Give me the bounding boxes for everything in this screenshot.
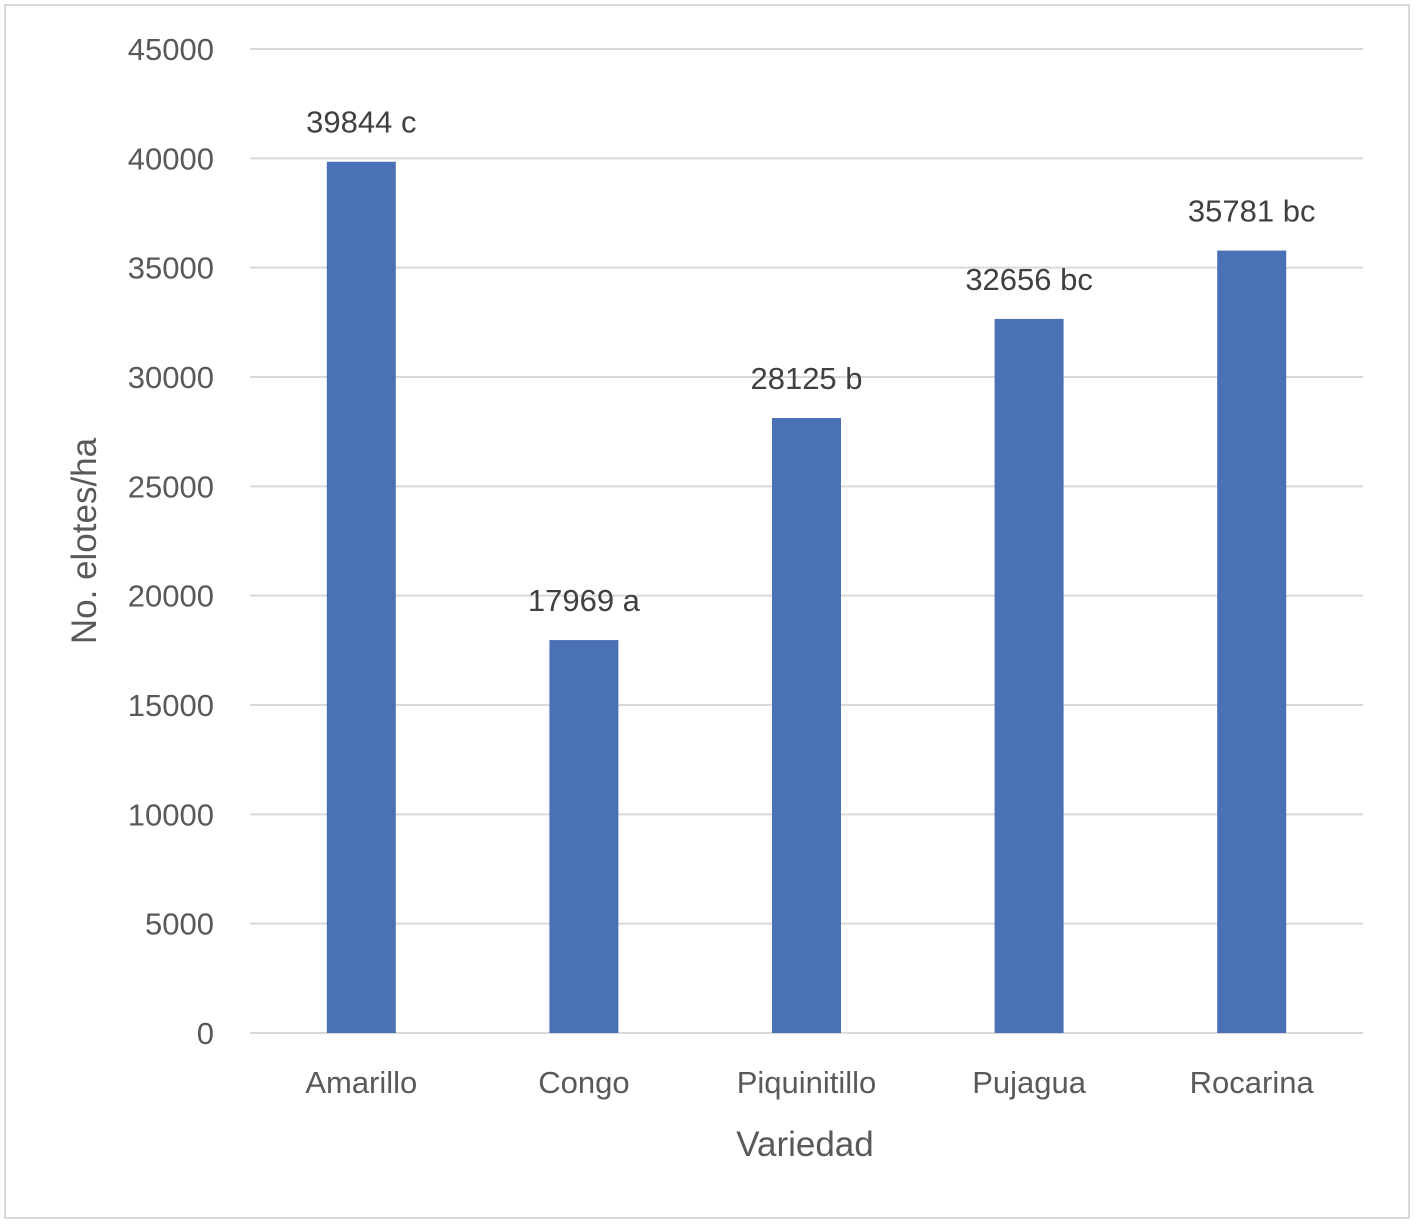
bar-amarillo	[326, 161, 396, 1034]
x-category-label: Piquinitillo	[737, 1065, 877, 1100]
y-tick-label: 5000	[145, 907, 214, 942]
data-label: 28125 b	[750, 361, 862, 396]
x-category-label: Amarillo	[305, 1065, 417, 1100]
y-axis-title: No. elotes/ha	[65, 437, 104, 644]
y-tick-label: 40000	[128, 141, 214, 176]
y-tick-label: 15000	[128, 688, 214, 723]
x-category-label: Pujagua	[972, 1065, 1087, 1100]
x-category-label: Rocarina	[1190, 1065, 1315, 1100]
y-tick-label: 35000	[128, 251, 214, 286]
y-tick-label: 45000	[128, 32, 214, 67]
y-axis-ticks: 0 5000 10000 15000 20000 25000 30000 35000 40000…	[128, 32, 214, 1051]
bar-rocarina	[1217, 250, 1287, 1033]
x-axis-categories: Amarillo Congo Piquinitillo Pujagua Rocarina	[305, 1065, 1314, 1100]
y-tick-label: 20000	[128, 579, 214, 614]
data-label: 32656 bc	[965, 262, 1093, 297]
y-tick-label: 25000	[128, 469, 214, 504]
y-tick-label: 30000	[128, 360, 214, 395]
y-tick-label: 0	[197, 1016, 214, 1051]
bar-congo	[549, 640, 619, 1033]
gridlines	[250, 48, 1363, 1034]
y-tick-label: 10000	[128, 797, 214, 832]
bar-pujagua	[994, 318, 1064, 1033]
data-label: 17969 a	[528, 583, 641, 618]
x-category-label: Congo	[538, 1065, 629, 1100]
data-label: 39844 c	[306, 105, 416, 140]
bars	[326, 161, 1287, 1034]
chart-frame	[4, 4, 1410, 1219]
data-label: 35781 bc	[1188, 194, 1316, 229]
data-labels: 39844 c 17969 a 28125 b 32656 bc 35781 bc	[306, 105, 1315, 618]
bar-piquinitillo	[772, 418, 841, 1033]
x-axis-title: Variedad	[736, 1125, 874, 1164]
